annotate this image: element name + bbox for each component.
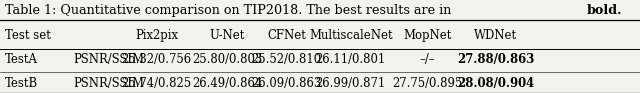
Text: MultiscaleNet: MultiscaleNet [309,29,392,42]
Text: 26.11/0.801: 26.11/0.801 [316,53,386,66]
Text: TestA: TestA [5,53,38,66]
Text: –/–: –/– [420,53,435,66]
Text: 25.74/0.825: 25.74/0.825 [122,77,192,90]
Text: PSNR/SSIM: PSNR/SSIM [74,77,145,90]
Text: TestB: TestB [5,77,38,90]
Text: WDNet: WDNet [474,29,518,42]
Text: bold.: bold. [586,4,621,17]
Text: 27.75/0.895: 27.75/0.895 [392,77,463,90]
Text: MopNet: MopNet [403,29,452,42]
Text: 25.32/0.756: 25.32/0.756 [122,53,192,66]
Text: 26.99/0.871: 26.99/0.871 [316,77,386,90]
Text: 25.80/0.803: 25.80/0.803 [192,53,262,66]
Text: 28.08/0.904: 28.08/0.904 [458,77,534,90]
Text: 25.52/0.810: 25.52/0.810 [252,53,322,66]
Text: PSNR/SSIM: PSNR/SSIM [74,53,145,66]
Text: Table 1: Quantitative comparison on TIP2018. The best results are in: Table 1: Quantitative comparison on TIP2… [5,4,456,17]
Text: 26.49/0.864: 26.49/0.864 [192,77,262,90]
Text: U-Net: U-Net [209,29,245,42]
Text: Test set: Test set [5,29,51,42]
Text: Pix2pix: Pix2pix [135,29,179,42]
Text: 27.88/0.863: 27.88/0.863 [458,53,534,66]
Text: CFNet: CFNet [268,29,306,42]
Text: 26.09/0.863: 26.09/0.863 [252,77,322,90]
